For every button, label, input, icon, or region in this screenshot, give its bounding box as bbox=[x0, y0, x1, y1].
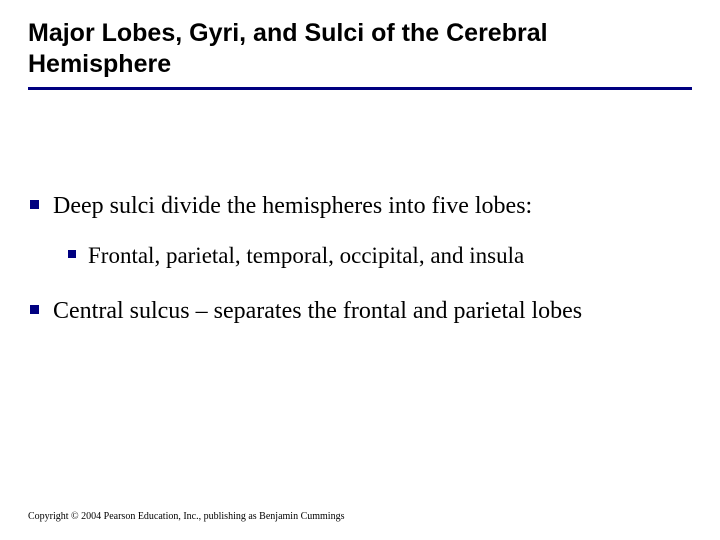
bullet-text: Central sulcus – separates the frontal a… bbox=[53, 295, 582, 327]
bullet-text: Deep sulci divide the hemispheres into f… bbox=[53, 190, 532, 222]
bullet-level1: Central sulcus – separates the frontal a… bbox=[30, 295, 692, 327]
bullet-level1: Deep sulci divide the hemispheres into f… bbox=[30, 190, 692, 222]
bullet-square-icon bbox=[30, 200, 39, 209]
bullet-text: Frontal, parietal, temporal, occipital, … bbox=[88, 240, 524, 271]
slide-title: Major Lobes, Gyri, and Sulci of the Cere… bbox=[28, 18, 692, 81]
bullet-level2: Frontal, parietal, temporal, occipital, … bbox=[68, 240, 692, 271]
copyright-text: Copyright © 2004 Pearson Education, Inc.… bbox=[28, 511, 344, 522]
slide-body: Deep sulci divide the hemispheres into f… bbox=[28, 90, 692, 328]
bullet-square-icon bbox=[30, 305, 39, 314]
bullet-square-icon bbox=[68, 250, 76, 258]
slide-container: Major Lobes, Gyri, and Sulci of the Cere… bbox=[0, 0, 720, 540]
